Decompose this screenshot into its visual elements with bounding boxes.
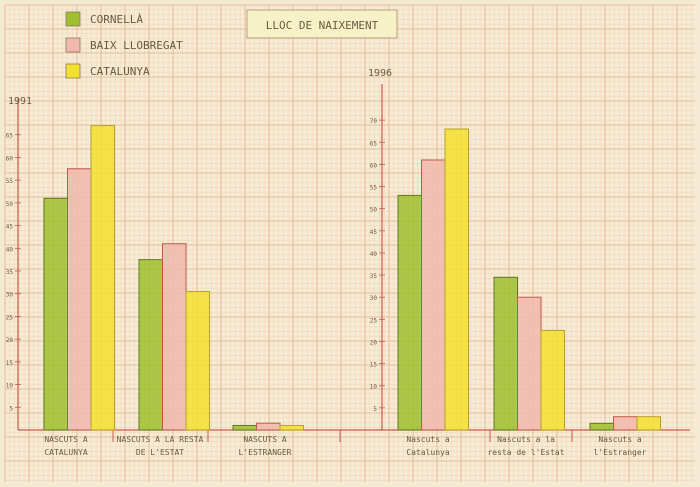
bar: [43, 197, 68, 431]
y-tick-label: 50: [370, 207, 378, 214]
y-tick-label: 25: [370, 317, 378, 324]
y-tick-label: 65: [370, 140, 378, 147]
y-axis-label: 1996: [368, 68, 392, 79]
legend-swatch: [65, 37, 81, 53]
y-tick-label: 20: [370, 339, 378, 346]
y-tick-label: 40: [370, 251, 378, 258]
y-tick-label: 15: [370, 362, 378, 369]
y-tick-label: 10: [6, 383, 14, 390]
category-label: Nascuts a: [406, 435, 450, 444]
y-tick-label: 5: [9, 405, 13, 412]
legend-swatch: [65, 63, 81, 79]
bar: [185, 290, 210, 431]
category-label: NASCUTS A: [44, 435, 88, 444]
category-label: NASCUTS A: [243, 435, 287, 444]
y-tick-label: 5: [373, 406, 377, 413]
legend-label: CATALUNYA: [90, 65, 150, 78]
y-tick-label: 35: [6, 269, 14, 276]
y-tick-label: 50: [6, 201, 14, 208]
legend-label: CORNELLÀ: [90, 13, 143, 26]
y-tick-label: 65: [6, 133, 14, 140]
category-label: CATALUNYA: [44, 448, 88, 457]
y-tick-label: 60: [370, 162, 378, 169]
y-tick-label: 70: [370, 118, 378, 125]
bar: [517, 296, 542, 431]
y-tick-label: 55: [370, 185, 378, 192]
bar: [540, 329, 565, 431]
category-label: L'ESTRANGER: [239, 448, 292, 457]
bar: [67, 168, 92, 431]
category-label: DE L'ESTAT: [136, 448, 184, 457]
y-tick-label: 55: [6, 178, 14, 185]
y-tick-label: 10: [370, 384, 378, 391]
category-label: Nascuts a la: [497, 435, 555, 444]
bar: [444, 128, 469, 431]
chart-title: LLOC DE NAIXEMENT: [266, 19, 379, 32]
bar: [256, 422, 281, 431]
y-tick-label: 30: [370, 295, 378, 302]
bar: [493, 276, 518, 431]
bar: [232, 424, 257, 431]
y-tick-label: 25: [6, 314, 14, 321]
category-label: Catalunya: [406, 448, 450, 457]
bar: [421, 159, 446, 431]
legend-label: BAIX LLOBREGAT: [90, 39, 183, 52]
y-tick-label: 45: [370, 229, 378, 236]
category-label: resta de l'Estat: [487, 448, 564, 457]
y-tick-label: 35: [370, 273, 378, 280]
bar: [613, 416, 638, 431]
bar: [589, 422, 614, 431]
bar: [138, 259, 163, 431]
y-tick-label: 60: [6, 155, 14, 162]
legend-swatch: [65, 11, 81, 27]
category-label: NASCUTS A LA RESTA: [117, 435, 204, 444]
category-label: Nascuts a: [598, 435, 642, 444]
y-tick-label: 20: [6, 337, 14, 344]
bar: [397, 194, 422, 431]
bar: [162, 243, 187, 431]
title-box: [246, 9, 398, 39]
bar: [90, 125, 115, 431]
y-axis-label: 1991: [8, 96, 32, 107]
y-tick-label: 30: [6, 292, 14, 299]
bar: [279, 424, 304, 431]
category-label: l'Estranger: [594, 448, 647, 457]
y-tick-label: 40: [6, 246, 14, 253]
y-tick-label: 15: [6, 360, 14, 367]
bar: [636, 416, 661, 431]
y-tick-label: 45: [6, 224, 14, 231]
